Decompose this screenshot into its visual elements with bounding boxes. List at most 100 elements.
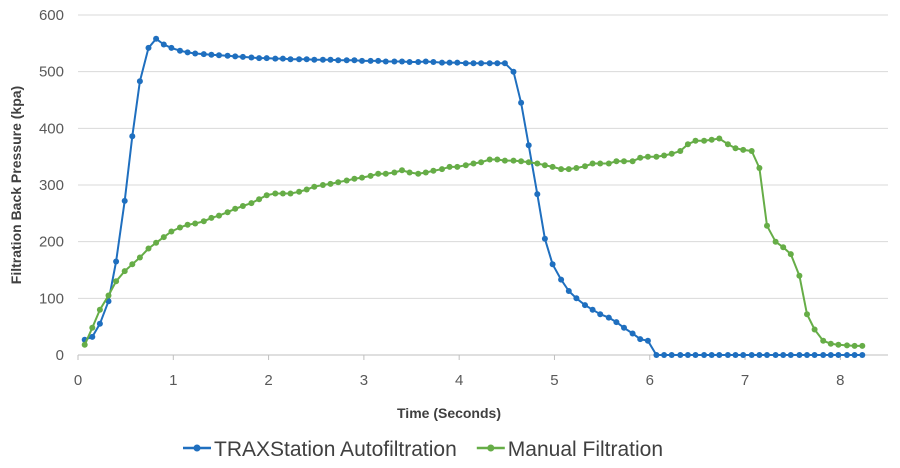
data-point: [136, 254, 143, 261]
data-point: [399, 58, 405, 65]
data-point: [787, 352, 794, 358]
x-axis-ticks: 0 1 2 3 4 5 6 7 8: [74, 355, 845, 389]
x-tick-label: 2: [264, 372, 272, 389]
data-point: [279, 55, 286, 62]
data-point: [184, 221, 191, 228]
y-tick-label: 500: [39, 64, 64, 81]
y-tick-label: 0: [56, 347, 64, 364]
data-point: [113, 278, 120, 285]
data-point: [327, 56, 334, 63]
data-point: [716, 135, 723, 142]
data-point: [232, 205, 239, 212]
data-point: [772, 352, 779, 358]
data-point: [851, 342, 858, 349]
y-tick-label: 300: [39, 177, 64, 194]
data-point: [772, 238, 779, 245]
data-point: [811, 352, 818, 358]
data-point: [256, 196, 263, 203]
data-point: [525, 159, 532, 166]
data-point: [605, 314, 612, 321]
data-point: [168, 228, 175, 235]
data-point: [796, 352, 803, 358]
data-point: [804, 352, 810, 358]
data-point: [629, 158, 636, 165]
data-point: [637, 336, 644, 343]
data-point: [510, 68, 517, 75]
data-point: [756, 352, 763, 358]
data-point: [510, 157, 517, 164]
data-point: [701, 137, 708, 144]
data-point: [208, 214, 215, 221]
data-point: [756, 165, 763, 171]
data-point: [319, 182, 326, 188]
data-point: [780, 352, 787, 358]
data-point: [343, 57, 350, 64]
data-point: [565, 288, 572, 294]
data-point: [216, 212, 222, 219]
data-point: [668, 150, 675, 157]
data-point: [232, 53, 239, 60]
data-point: [621, 324, 627, 331]
data-point: [724, 141, 731, 148]
data-point: [677, 352, 684, 358]
data-point: [359, 57, 365, 64]
x-tick-label: 5: [550, 372, 558, 389]
legend-label: TRAXStation Autofiltration: [214, 438, 457, 461]
data-point: [811, 326, 818, 333]
data-point: [272, 55, 279, 62]
data-point: [263, 192, 270, 199]
y-tick-label: 100: [39, 290, 64, 307]
data-point: [859, 342, 866, 349]
data-point: [239, 203, 246, 209]
x-tick-label: 3: [360, 372, 368, 389]
data-point: [287, 56, 294, 63]
data-point: [160, 41, 167, 48]
data-point: [534, 160, 541, 167]
data-point: [677, 148, 684, 154]
data-point: [494, 60, 501, 67]
data-point: [129, 133, 136, 140]
data-point: [96, 306, 103, 313]
y-tick-label: 200: [39, 234, 64, 251]
data-point: [668, 352, 675, 358]
data-point: [303, 56, 310, 63]
data-point: [224, 209, 231, 216]
data-point: [327, 180, 334, 187]
data-point: [177, 224, 183, 231]
data-point: [287, 190, 294, 197]
data-point: [478, 60, 485, 67]
data-point: [351, 57, 358, 64]
data-point: [470, 60, 477, 67]
data-point: [105, 292, 112, 299]
data-point: [740, 146, 747, 153]
data-point: [653, 153, 660, 160]
legend: TRAXStation Autofiltration Manual Filtrat…: [183, 438, 663, 461]
data-point: [716, 352, 723, 358]
data-point: [415, 170, 422, 177]
data-point: [81, 341, 88, 348]
data-point: [375, 170, 382, 177]
data-point: [359, 174, 365, 181]
data-point: [692, 137, 699, 144]
data-point: [549, 163, 556, 170]
data-point: [399, 167, 405, 174]
data-point: [192, 220, 199, 227]
data-point: [454, 59, 461, 66]
data-point: [732, 145, 739, 152]
data-point: [89, 333, 96, 340]
data-point: [446, 59, 453, 66]
data-point: [343, 177, 350, 184]
x-tick-label: 4: [455, 372, 463, 389]
x-tick-label: 0: [74, 372, 82, 389]
data-point: [248, 200, 255, 207]
data-point: [145, 44, 152, 51]
gridlines: [78, 14, 888, 299]
legend-marker: [487, 444, 495, 452]
data-point: [565, 166, 572, 173]
data-point: [462, 60, 469, 67]
y-tick-label: 400: [39, 120, 64, 137]
data-point: [136, 78, 143, 85]
data-point: [351, 175, 358, 182]
data-point: [422, 169, 429, 176]
